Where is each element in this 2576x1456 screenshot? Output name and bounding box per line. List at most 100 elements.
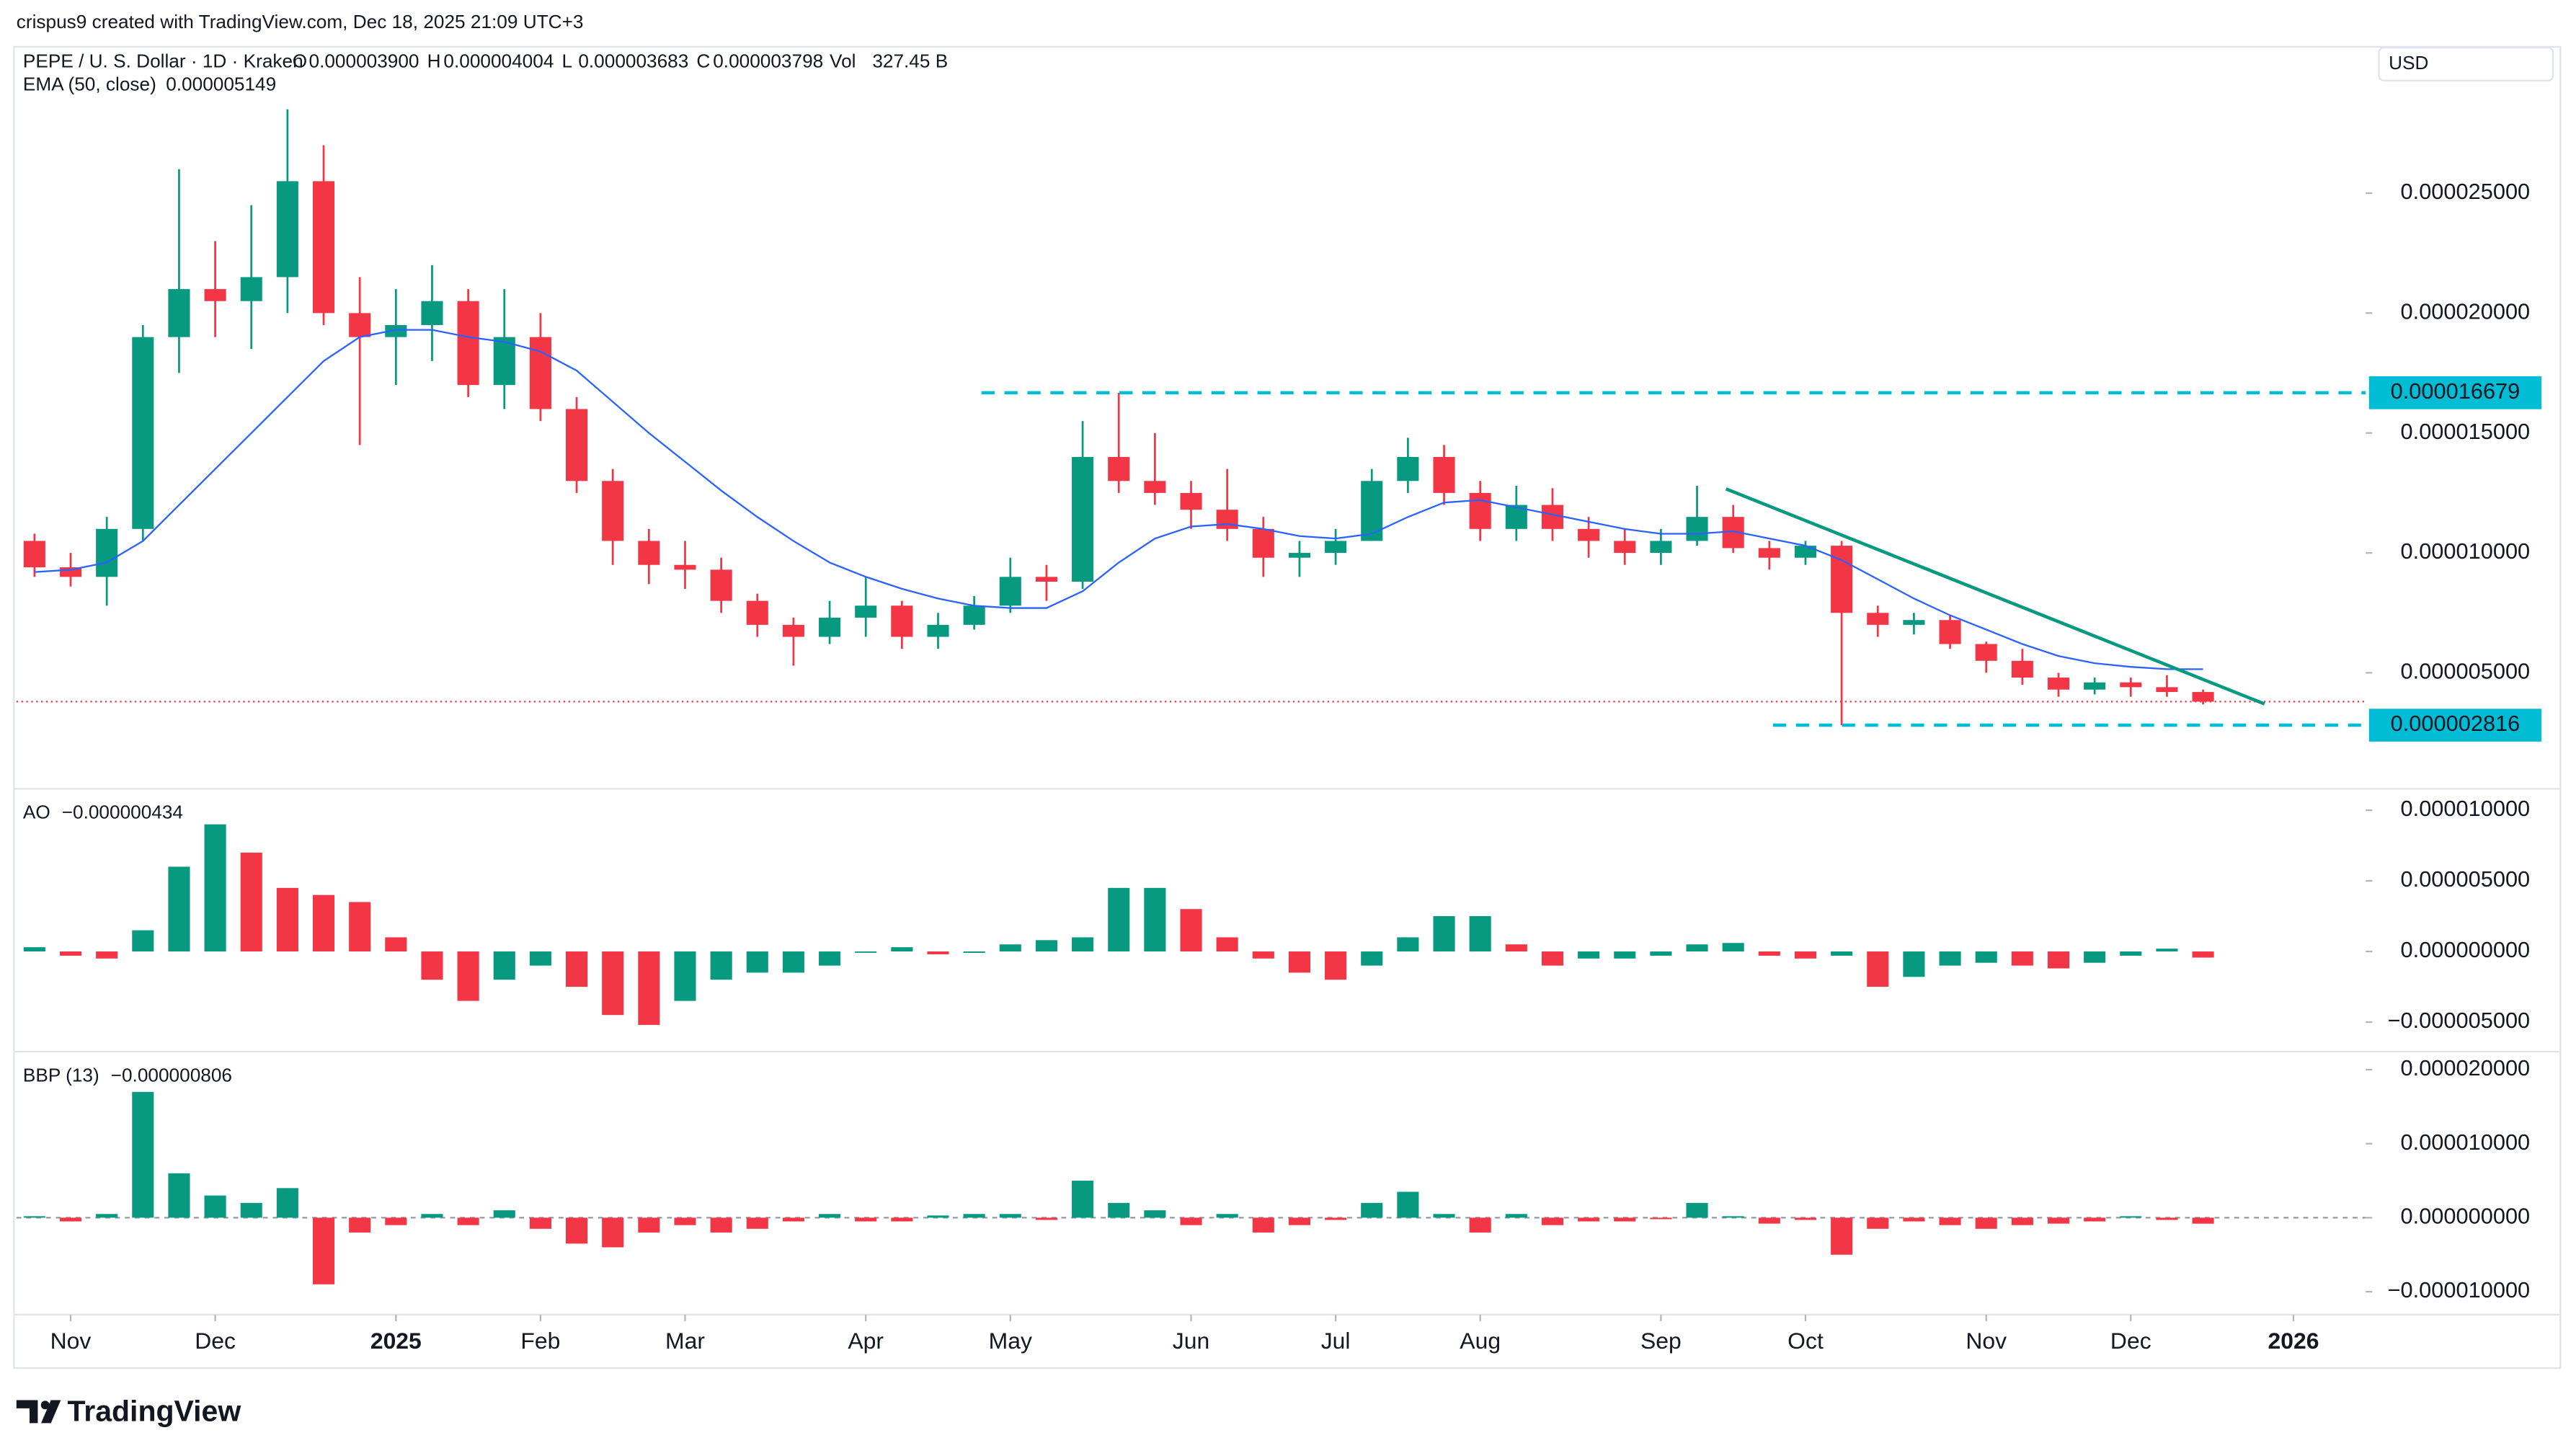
y-tick-label: 0.000015000	[2401, 419, 2531, 444]
candle-body	[1108, 456, 1130, 481]
histogram-bar	[59, 951, 82, 956]
histogram-bar	[674, 951, 696, 1001]
legend-value: 0.000003900	[309, 50, 419, 72]
legend-key: Vol	[830, 50, 856, 72]
candle-body	[240, 277, 262, 301]
candle-body	[963, 605, 985, 625]
histogram-bar	[1650, 1217, 1672, 1220]
x-tick-label: Mar	[665, 1328, 705, 1354]
histogram-bar	[1144, 1210, 1166, 1218]
indicator-value: 0.000005149	[166, 73, 276, 94]
candle-body	[1433, 456, 1455, 493]
histogram-bar	[1144, 887, 1166, 952]
y-tick-label: 0.000005000	[2401, 866, 2531, 892]
histogram-bar	[1975, 1217, 1997, 1229]
candle-body	[529, 337, 551, 409]
histogram-bar	[602, 951, 624, 1016]
candle-body	[1650, 541, 1672, 554]
histogram-bar	[1325, 1217, 1347, 1220]
y-tick-label: 0.000010000	[2401, 1129, 2531, 1155]
y-tick-label: 0.000020000	[2401, 1055, 2531, 1080]
x-tick-label: Apr	[848, 1328, 884, 1354]
histogram-bar	[566, 1217, 588, 1244]
candle-body	[1975, 644, 1997, 661]
histogram-bar	[1686, 944, 1708, 952]
candle-body	[1035, 577, 1057, 582]
brand: TradingView	[67, 1395, 241, 1428]
candle-body	[855, 605, 877, 618]
candle-body	[1614, 541, 1636, 554]
x-tick-label: Jul	[1321, 1328, 1351, 1354]
histogram-bar	[529, 951, 551, 966]
histogram-bar	[59, 1217, 82, 1222]
currency-box[interactable]	[2378, 46, 2554, 81]
histogram-bar	[999, 944, 1021, 952]
histogram-bar	[1903, 1217, 1925, 1222]
histogram-bar	[1433, 916, 1455, 952]
histogram-bar	[240, 852, 262, 952]
histogram-bar	[2011, 951, 2033, 966]
candle-body	[1794, 546, 1817, 558]
candle-body	[276, 181, 298, 278]
x-tick-label: 2026	[2268, 1328, 2319, 1354]
y-tick-label: 0.000010000	[2401, 538, 2531, 564]
y-tick-label: 0.000000000	[2401, 1204, 2531, 1229]
candle-body	[421, 301, 443, 326]
x-tick-label: Nov	[50, 1328, 92, 1354]
candle-body	[674, 564, 696, 570]
x-tick-label: Dec	[195, 1328, 236, 1354]
logo-mark	[16, 1400, 38, 1424]
histogram-bar	[276, 887, 298, 952]
histogram-bar	[963, 1214, 985, 1218]
level-label-box	[2368, 376, 2542, 409]
histogram-bar	[1505, 1214, 1527, 1218]
histogram-bar	[312, 1217, 335, 1284]
histogram-bar	[1578, 951, 1600, 959]
candle-body	[1288, 553, 1310, 558]
candle-body	[566, 409, 588, 481]
candle-body	[132, 337, 154, 529]
histogram-bar	[1794, 951, 1817, 959]
histogram-bar	[638, 951, 660, 1025]
histogram-bar	[23, 947, 45, 952]
histogram-bar	[746, 1217, 768, 1229]
histogram-bar	[1541, 1217, 1564, 1225]
histogram-bar	[204, 1195, 226, 1218]
tv-logo	[16, 1400, 61, 1424]
candle-body	[1397, 456, 1419, 481]
histogram-bar	[1722, 1216, 1744, 1218]
histogram-bar	[1252, 951, 1274, 959]
y-tick-label: 0.000010000	[2401, 796, 2531, 821]
histogram-bar	[819, 951, 841, 966]
histogram-bar	[1469, 916, 1491, 952]
histogram-bar	[1180, 1217, 1202, 1225]
candle-body	[23, 541, 45, 568]
histogram-bar	[1650, 951, 1672, 956]
indicator-value: −0.000000806	[111, 1064, 232, 1086]
candle-body	[1325, 541, 1347, 554]
histogram-bar	[566, 951, 588, 987]
histogram-bar	[421, 1214, 443, 1218]
histogram-bar	[96, 1214, 118, 1218]
histogram-bar	[1288, 1217, 1310, 1225]
histogram-bar	[1361, 951, 1383, 966]
currency[interactable]: USD	[2389, 52, 2428, 74]
histogram-bar	[2192, 1217, 2214, 1224]
x-tick-label: Sep	[1640, 1328, 1682, 1354]
candle-body	[710, 569, 732, 601]
histogram-bar	[276, 1188, 298, 1218]
histogram-bar	[1686, 1202, 1708, 1218]
histogram-bar	[2047, 951, 2070, 969]
histogram-bar	[2084, 951, 2106, 963]
candle-body	[1758, 548, 1780, 558]
histogram-bar	[819, 1214, 841, 1218]
candle-body	[385, 325, 407, 337]
histogram-bar	[1433, 1214, 1455, 1218]
candle-body	[1180, 492, 1202, 510]
ema-line	[34, 329, 2203, 670]
histogram-bar	[493, 951, 515, 980]
histogram-bar	[782, 951, 804, 973]
histogram-bar	[2011, 1217, 2033, 1225]
histogram-bar	[2120, 951, 2142, 956]
